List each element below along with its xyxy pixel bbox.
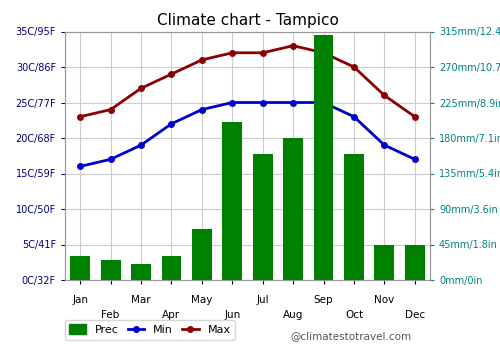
Bar <box>253 154 272 280</box>
Bar <box>70 256 90 280</box>
Text: May: May <box>191 295 212 305</box>
Text: Nov: Nov <box>374 295 394 305</box>
Bar <box>162 256 182 280</box>
Title: Climate chart - Tampico: Climate chart - Tampico <box>156 13 338 28</box>
Text: Aug: Aug <box>283 310 304 320</box>
Text: Apr: Apr <box>162 310 180 320</box>
Bar <box>405 245 424 280</box>
Bar <box>344 154 364 280</box>
Bar <box>192 229 212 280</box>
Bar <box>222 122 242 280</box>
Text: @climatestotravel.com: @climatestotravel.com <box>290 331 411 341</box>
Text: Jun: Jun <box>224 310 240 320</box>
Text: Oct: Oct <box>345 310 363 320</box>
Text: Jan: Jan <box>72 295 88 305</box>
Text: Feb: Feb <box>102 310 120 320</box>
Bar <box>131 264 151 280</box>
Text: Mar: Mar <box>131 295 151 305</box>
Text: Sep: Sep <box>314 295 334 305</box>
Bar <box>314 35 334 280</box>
Bar <box>374 245 394 280</box>
Text: Jul: Jul <box>256 295 269 305</box>
Text: Dec: Dec <box>404 310 425 320</box>
Bar <box>283 138 303 280</box>
Bar <box>100 260 120 280</box>
Legend: Prec, Min, Max: Prec, Min, Max <box>65 320 235 340</box>
